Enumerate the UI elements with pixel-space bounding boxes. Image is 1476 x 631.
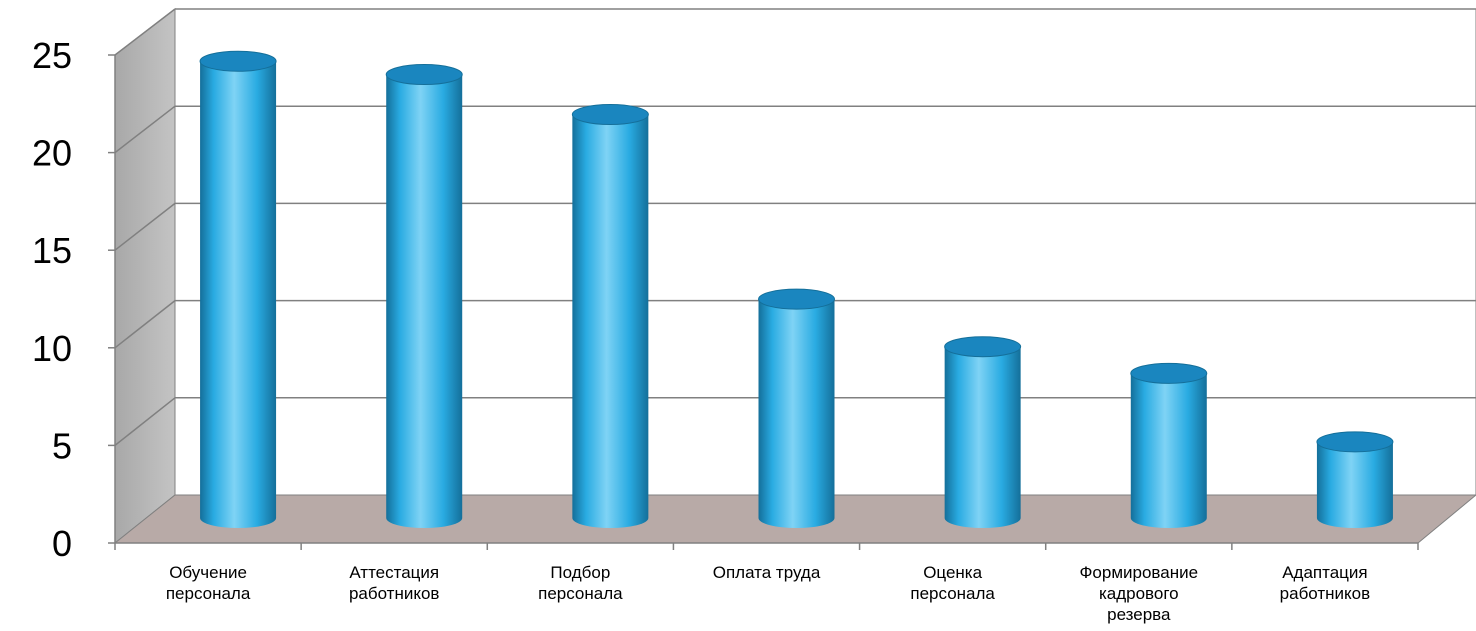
y-tick-label: 15: [32, 230, 72, 271]
side-wall: [114, 7, 176, 545]
bar: [199, 50, 277, 529]
bar-top: [1316, 431, 1394, 453]
x-category-label: Обучение персонала: [166, 563, 251, 603]
bar: [758, 288, 835, 528]
x-category-label: Оплата труда: [713, 563, 821, 582]
x-category-label: Подбор персонала: [538, 563, 623, 603]
y-tick-label: 25: [32, 35, 72, 76]
bar-top: [758, 288, 835, 310]
x-category-label: Адаптация работников: [1280, 563, 1371, 603]
gridline-side: [114, 202, 176, 251]
bar-body: [200, 61, 277, 529]
y-tick-label: 0: [52, 523, 72, 564]
bar: [571, 104, 649, 528]
gridline-side: [114, 105, 176, 154]
bar-body: [944, 346, 1021, 528]
axes: [108, 54, 1419, 550]
y-tick-label: 10: [32, 328, 72, 369]
bar-body: [1130, 373, 1207, 528]
gridline-side: [114, 8, 176, 56]
bar: [1130, 362, 1208, 528]
bar-top: [1130, 362, 1208, 384]
gridline-side: [114, 300, 176, 349]
x-category-label: Формирование кадрового резерва: [1080, 563, 1199, 624]
bar-body: [572, 114, 649, 528]
y-tick-labels: 0 5 10 15 20 25: [32, 35, 72, 564]
bar-top: [571, 104, 649, 126]
bar-top: [944, 336, 1022, 358]
x-category-labels: Обучение персонала Аттестация работников Под…: [166, 563, 1370, 624]
bars: [199, 50, 1394, 529]
gridline-side: [114, 397, 176, 446]
bar-body: [386, 74, 463, 529]
bar: [385, 64, 463, 529]
bar: [944, 336, 1022, 528]
y-tick-label: 20: [32, 133, 72, 174]
bar-body: [1316, 441, 1393, 528]
x-category-label: Оценка персонала: [910, 563, 995, 603]
bar: [1316, 431, 1394, 528]
bar-top: [199, 50, 277, 72]
y-tick-label: 5: [52, 425, 72, 466]
bar-body: [758, 299, 835, 528]
x-category-label: Аттестация работников: [349, 563, 440, 603]
bar-top: [385, 64, 463, 86]
